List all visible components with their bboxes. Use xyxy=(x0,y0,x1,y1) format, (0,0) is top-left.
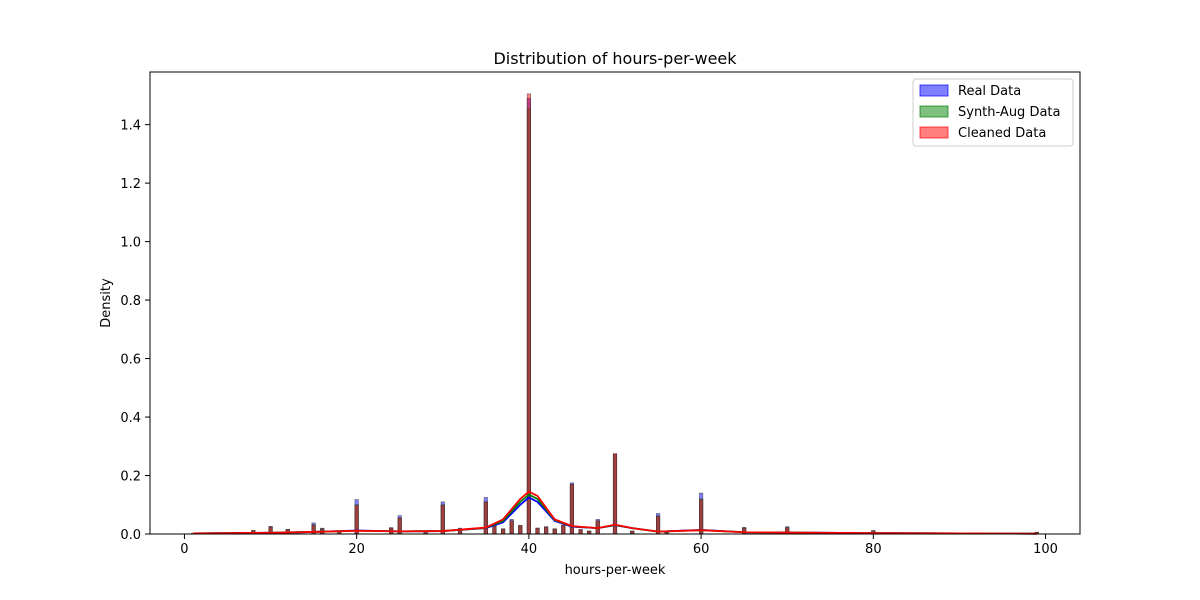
kde-line-series-2 xyxy=(193,490,1037,535)
x-tick-label: 40 xyxy=(521,542,538,557)
bar xyxy=(552,528,557,535)
x-tick-label: 100 xyxy=(1033,542,1058,557)
y-axis: 0.0 0.2 0.4 0.6 0.8 1.0 1.2 1.4 xyxy=(120,119,150,543)
axes-frame xyxy=(149,71,1081,535)
x-tick-label: 20 xyxy=(348,542,365,557)
bar xyxy=(483,501,488,535)
legend-frame xyxy=(912,78,1074,147)
bar xyxy=(509,520,514,535)
bar xyxy=(544,526,549,535)
bar xyxy=(501,528,506,535)
bar xyxy=(561,524,566,535)
bar xyxy=(526,93,531,535)
x-axis: 0 20 40 60 80 100 xyxy=(180,534,1058,557)
bar xyxy=(612,453,618,535)
y-axis-label: Density xyxy=(99,278,114,328)
chart-title: Distribution of hours-per-week xyxy=(493,49,737,68)
bar xyxy=(699,499,704,535)
x-tick-label: 0 xyxy=(180,542,188,557)
bar xyxy=(440,505,445,535)
y-tick-label: 0.4 xyxy=(120,411,141,426)
x-tick-label: 60 xyxy=(693,542,710,557)
legend-swatch xyxy=(919,126,949,139)
x-axis-label: hours-per-week xyxy=(565,563,666,578)
legend-swatch xyxy=(919,105,949,118)
bar xyxy=(578,529,583,535)
legend-label: Cleaned Data xyxy=(958,126,1046,141)
x-tick-label: 80 xyxy=(865,542,882,557)
y-tick-label: 0.8 xyxy=(120,294,141,309)
bar xyxy=(535,527,540,535)
y-tick-label: 1.2 xyxy=(120,177,141,192)
legend-label: Real Data xyxy=(958,84,1021,99)
bar xyxy=(492,525,497,535)
y-tick-label: 1.0 xyxy=(120,236,141,251)
y-tick-label: 0.0 xyxy=(120,528,141,543)
y-tick-label: 0.2 xyxy=(120,470,141,485)
y-tick-label: 1.4 xyxy=(120,119,141,134)
legend-swatch xyxy=(919,84,949,97)
bar xyxy=(518,525,523,535)
legend-label: Synth-Aug Data xyxy=(958,105,1060,120)
legend: Real Data Synth-Aug Data Cleaned Data xyxy=(912,78,1074,147)
y-tick-label: 0.6 xyxy=(120,353,141,368)
